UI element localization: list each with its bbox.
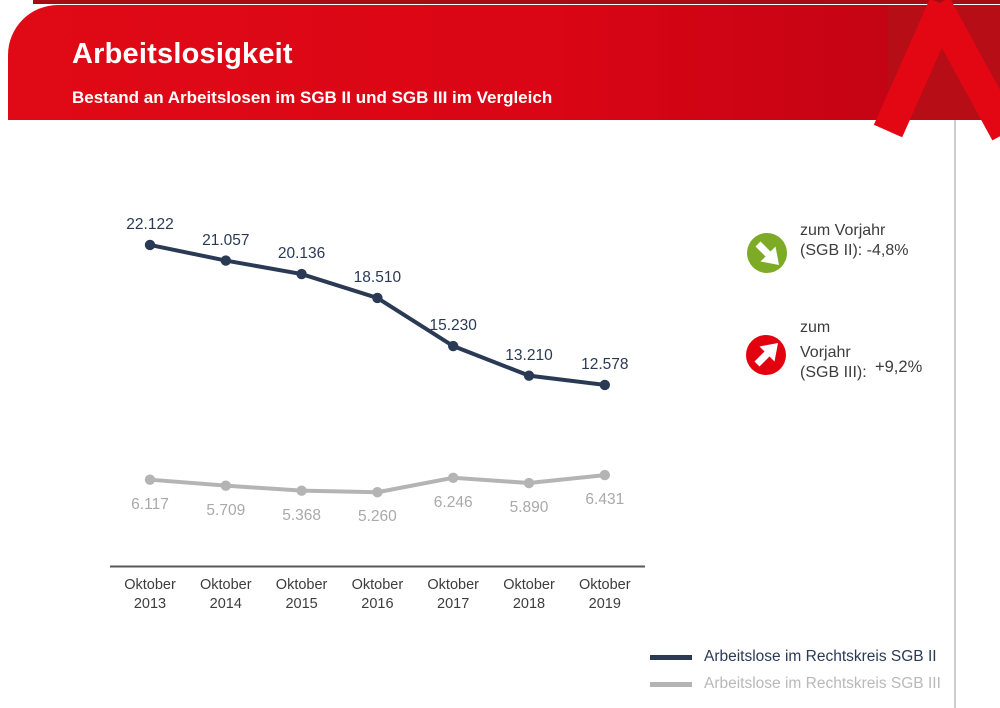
- sgb2-change-text: zum Vorjahr (SGB II): -4,8%: [800, 221, 970, 261]
- data-point: [144, 474, 156, 485]
- x-tick-label: Oktober 2018: [503, 577, 555, 612]
- data-label: 5.709: [206, 501, 246, 519]
- x-tick-label: Oktober 2015: [275, 577, 328, 612]
- data-label: 5.260: [357, 508, 397, 526]
- data-point: [372, 292, 383, 304]
- data-label: 6.431: [585, 491, 625, 509]
- arrow-down-right-icon: [755, 241, 779, 265]
- x-tick-label: Oktober 2019: [579, 577, 631, 612]
- data-point: [448, 340, 459, 352]
- x-tick-label: Oktober 2017: [427, 577, 479, 612]
- data-point: [296, 268, 307, 280]
- data-point: [523, 370, 535, 381]
- sgb2-change-badge: [747, 233, 787, 273]
- data-point: [599, 379, 610, 391]
- sgb3-change-badge: [746, 335, 786, 375]
- sgb2-change-line2: (SGB II): -4,8%: [800, 242, 909, 259]
- data-label: 21.057: [202, 231, 250, 249]
- bundesagentur-logo: [873, 0, 1000, 141]
- sgb2-change-line1: zum Vorjahr: [800, 222, 886, 239]
- arrow-up-right-icon: [754, 343, 778, 367]
- data-point: [220, 480, 231, 491]
- data-label: 18.510: [353, 268, 402, 286]
- page-right-border: [954, 120, 956, 708]
- legend-row-sgb2: Arbeitslose im Rechtskreis SGB II: [650, 648, 941, 666]
- sgb2-line-swatch: [650, 654, 692, 660]
- data-label: 6.117: [131, 495, 169, 513]
- data-point: [220, 255, 231, 266]
- sgb3-line-swatch: [650, 681, 692, 687]
- legend-label-sgb2: Arbeitslose im Rechtskreis SGB II: [704, 648, 937, 665]
- series-line-sgb3: [149, 473, 606, 495]
- data-label: 15.230: [429, 317, 477, 335]
- chart-legend: Arbeitslose im Rechtskreis SGB II Arbeit…: [650, 648, 941, 702]
- data-label: 22.122: [126, 215, 174, 233]
- header-banner: Arbeitslosigkeit Bestand an Arbeitslosen…: [8, 0, 1000, 141]
- series-line-sgb2: [149, 242, 606, 387]
- data-label: 13.210: [505, 346, 553, 364]
- data-point: [599, 469, 610, 481]
- data-point: [144, 239, 156, 251]
- data-point: [372, 487, 383, 498]
- x-tick-label: Oktober 2014: [200, 577, 252, 612]
- sgb3-change-text: zum Vorjahr (SGB III): +9,2%: [800, 318, 970, 383]
- data-label: 5.368: [282, 506, 321, 524]
- data-label: 5.890: [509, 499, 549, 516]
- data-point: [523, 477, 535, 489]
- page-top-edge: [33, 0, 1000, 4]
- data-label: 12.578: [581, 355, 629, 373]
- logo-a-icon: [873, 0, 1000, 141]
- sgb3-change-value: +9,2%: [875, 358, 923, 376]
- data-label: 6.246: [433, 493, 473, 511]
- x-tick-label: Oktober 2013: [124, 577, 176, 612]
- data-point: [448, 472, 459, 483]
- legend-row-sgb3: Arbeitslose im Rechtskreis SGB III: [650, 675, 941, 693]
- legend-label-sgb3: Arbeitslose im Rechtskreis SGB III: [704, 675, 941, 692]
- x-tick-label: Oktober 2016: [351, 577, 404, 612]
- page-subtitle: Bestand an Arbeitslosen im SGB II und SG…: [72, 88, 553, 107]
- sgb3-change-line2: Vorjahr: [800, 344, 851, 361]
- data-point: [296, 485, 307, 496]
- sgb3-change-line3: (SGB III):: [800, 364, 867, 381]
- page-title: Arbeitslosigkeit: [72, 38, 293, 70]
- sgb3-change-line1: zum: [800, 319, 831, 336]
- data-label: 20.136: [277, 245, 326, 263]
